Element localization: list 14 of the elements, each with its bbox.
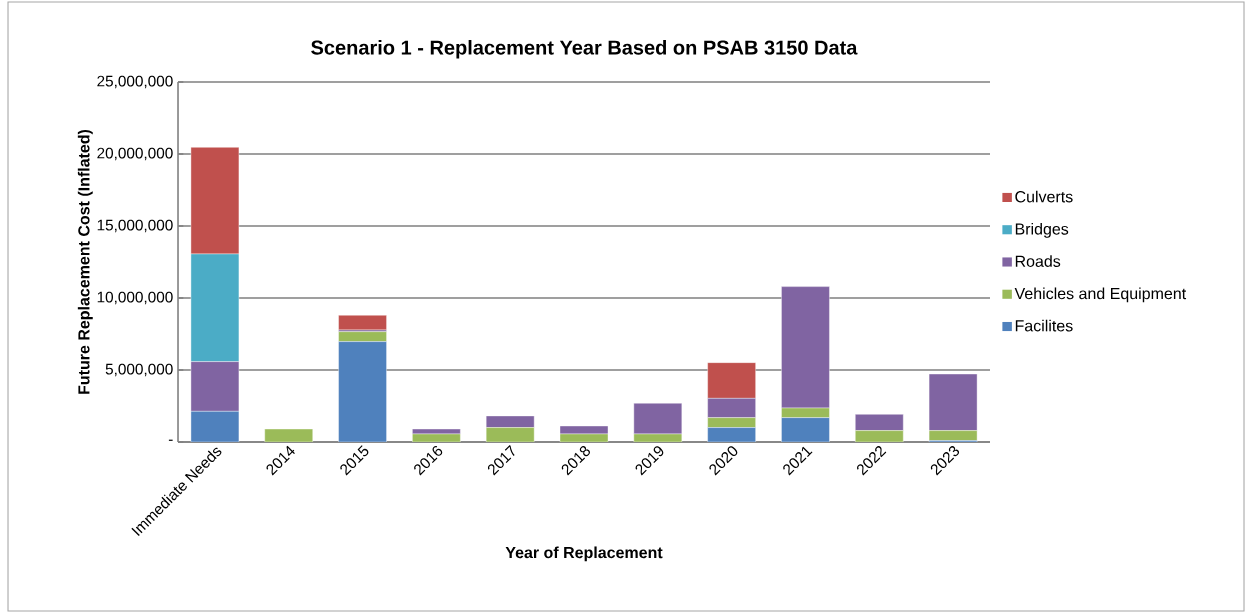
legend-label: Roads: [1015, 255, 1061, 267]
y-tick-label: 5,000,000: [105, 363, 173, 377]
chart-title: Scenario 1 - Replacement Year Based on PSAB 3150 Data: [311, 39, 858, 59]
y-tick-label: 25,000,000: [97, 75, 173, 89]
y-tick-label: 20,000,000: [97, 147, 173, 161]
legend-label: Vehicles and Equipment: [1014, 287, 1187, 303]
y-tick-label: -: [168, 439, 173, 441]
x-axis-title: Year of Replacement: [505, 546, 663, 562]
legend-label: Facilites: [1015, 319, 1073, 332]
y-tick-label: 10,000,000: [97, 291, 173, 305]
legend-label: Bridges: [1015, 222, 1069, 238]
y-axis-title: Future Replacement Cost (Inflated): [77, 129, 93, 394]
y-tick-label: 15,000,000: [97, 219, 173, 233]
legend-label: Culverts: [1015, 190, 1073, 203]
